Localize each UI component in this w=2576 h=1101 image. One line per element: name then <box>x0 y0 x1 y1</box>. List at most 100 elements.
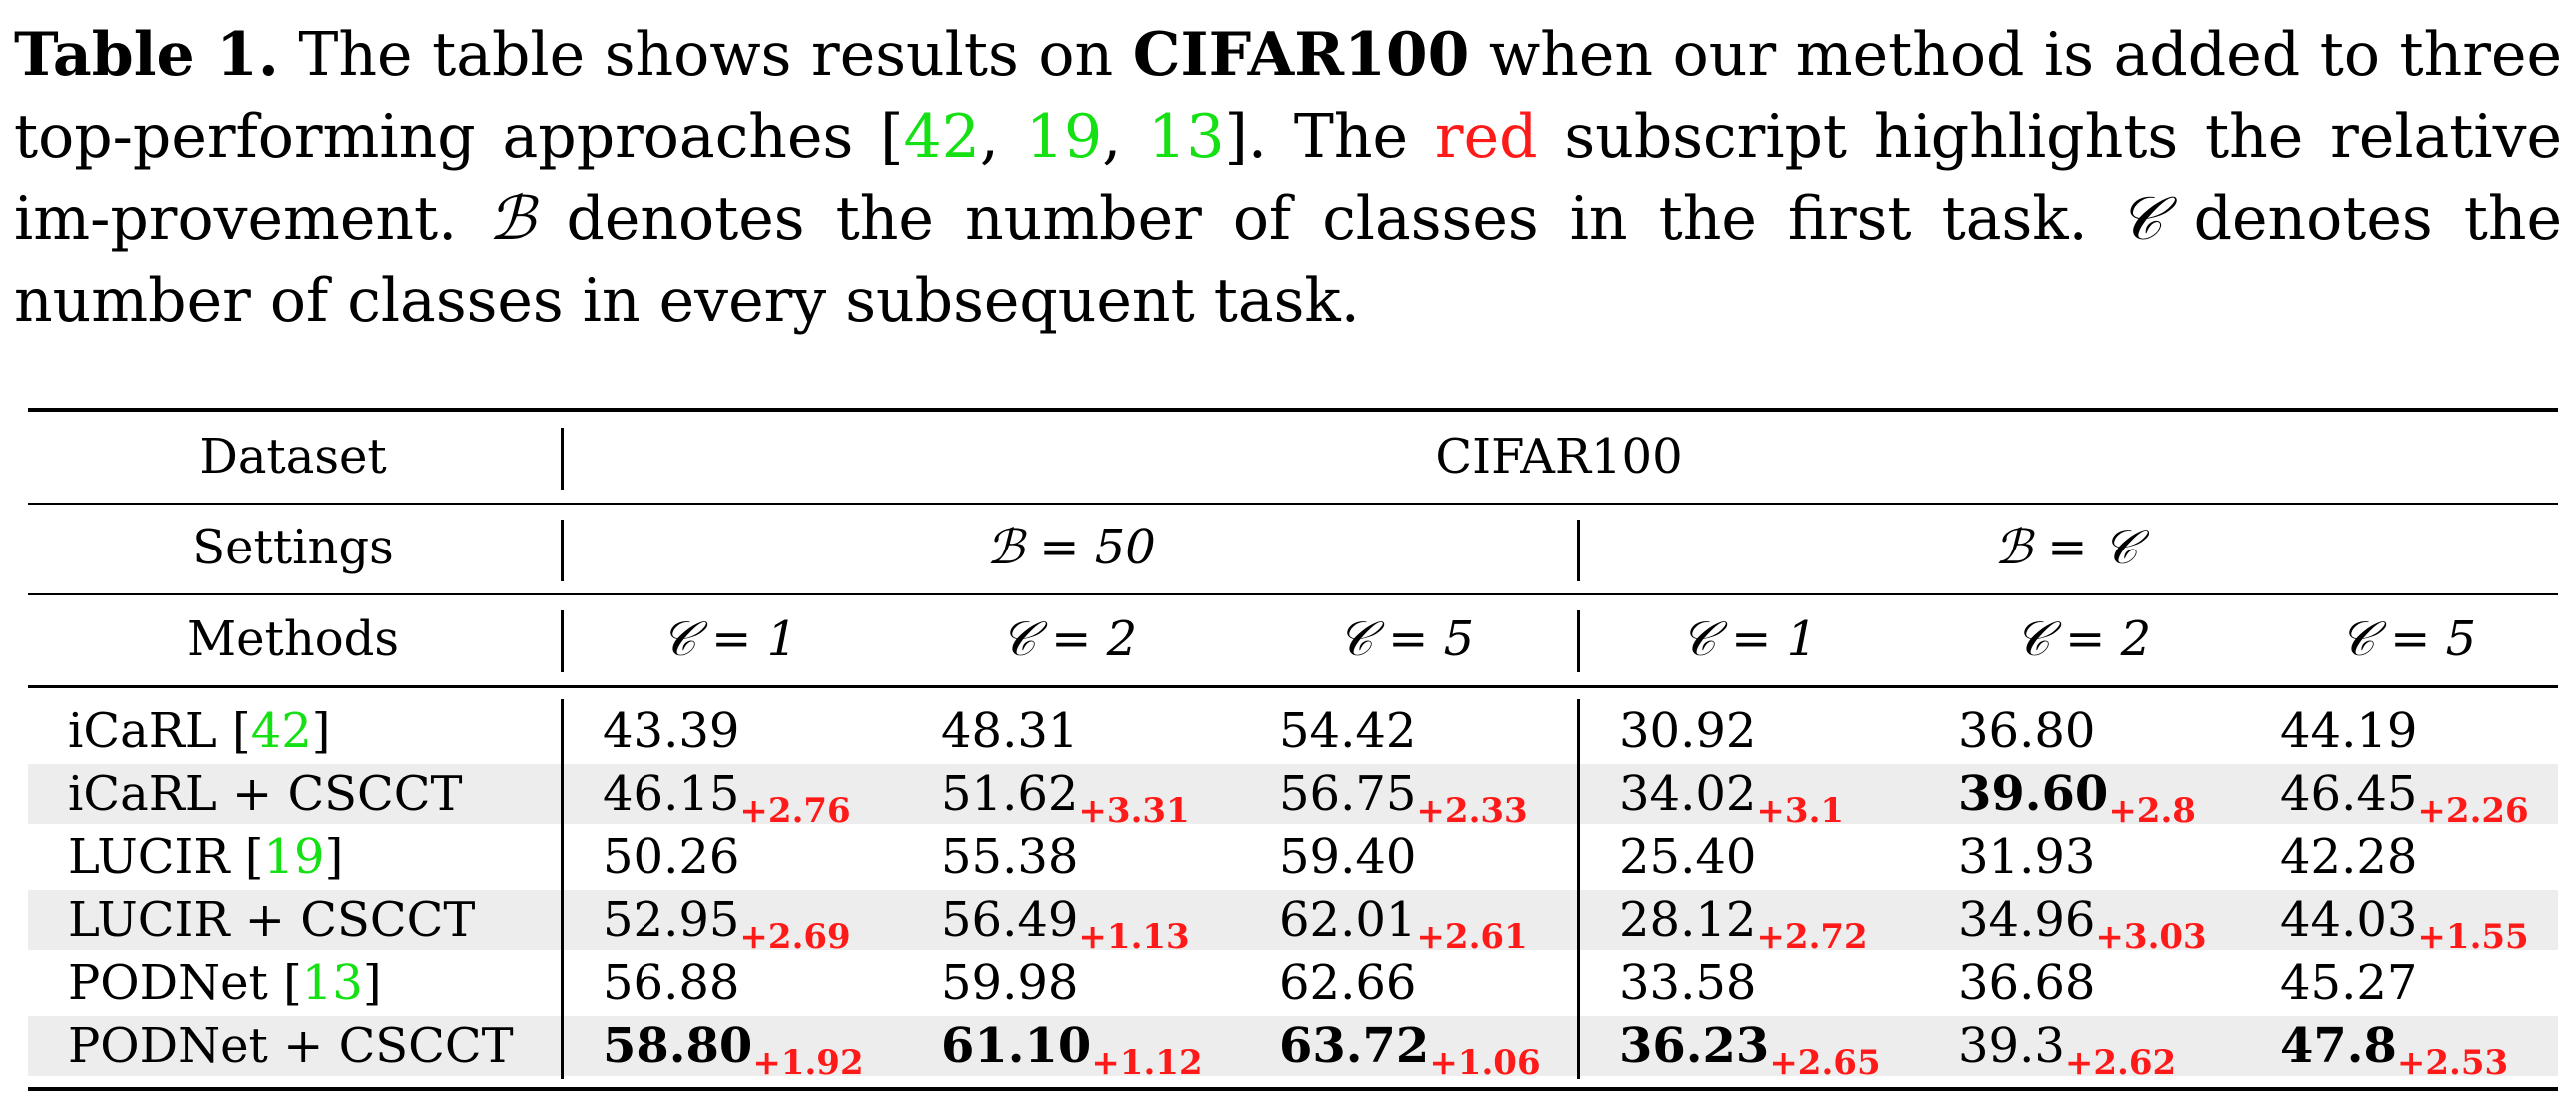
header-group-b50: ℬ = 50 <box>986 520 1156 575</box>
result-cell: 28.12+2.72 <box>1619 890 1868 957</box>
result-cell: 39.3+2.62 <box>1958 1016 2176 1083</box>
result-cell: 55.38 <box>941 827 1078 887</box>
accuracy-value: 33.58 <box>1619 955 1757 1011</box>
improvement-subscript: +1.55 <box>2417 917 2529 957</box>
result-cell: 54.42 <box>1279 701 1416 761</box>
result-cell: 59.98 <box>941 953 1078 1013</box>
citation-link[interactable]: 13 <box>301 955 363 1011</box>
caption-text: subscript highlights the relative im-pro… <box>14 102 2562 254</box>
improvement-subscript: +2.72 <box>1756 917 1868 957</box>
row-stripe <box>28 890 2558 950</box>
accuracy-value: 62.01 <box>1279 892 1417 948</box>
caption-text: , <box>979 102 1026 172</box>
accuracy-value: 28.12 <box>1619 892 1757 948</box>
result-cell: 46.15+2.76 <box>603 764 851 831</box>
table-caption: Table 1. The table shows results on CIFA… <box>14 14 2562 342</box>
method-label: LUCIR [ <box>68 829 264 885</box>
header-dataset-value: CIFAR100 <box>1435 429 1683 485</box>
header-col: 𝒞 = 2 <box>2014 611 2152 667</box>
result-cell: 44.03+1.55 <box>2280 890 2529 957</box>
row-stripe <box>28 1016 2558 1076</box>
accuracy-value: 59.98 <box>941 955 1079 1011</box>
method-label: LUCIR + CSCCT <box>68 892 476 948</box>
header-settings-label: Settings <box>192 520 394 575</box>
caption-text: ]. The <box>1224 102 1435 172</box>
accuracy-value: 44.03 <box>2280 892 2418 948</box>
column-separator <box>561 428 564 490</box>
accuracy-value: 52.95 <box>603 892 740 948</box>
accuracy-value: 56.49 <box>941 892 1079 948</box>
accuracy-value: 25.40 <box>1619 829 1757 885</box>
table-top-rule <box>28 408 2558 412</box>
result-cell: 56.75+2.33 <box>1279 764 1528 831</box>
table-rule <box>28 503 2558 505</box>
accuracy-value: 30.92 <box>1619 703 1757 759</box>
result-cell: 56.88 <box>603 953 739 1013</box>
improvement-subscript: +1.06 <box>1429 1043 1541 1083</box>
improvement-subscript: +1.13 <box>1078 917 1190 957</box>
result-cell: 36.23+2.65 <box>1619 1016 1881 1083</box>
result-cell: 30.92 <box>1619 701 1756 761</box>
method-label: PODNet [ <box>68 955 302 1011</box>
improvement-subscript: +2.53 <box>2396 1043 2509 1083</box>
result-cell: 33.58 <box>1619 953 1756 1013</box>
improvement-subscript: +1.12 <box>1091 1043 1203 1083</box>
improvement-subscript: +2.69 <box>739 917 851 957</box>
header-col: 𝒞 = 5 <box>1337 611 1475 667</box>
caption-red-word: red <box>1434 102 1538 172</box>
result-cell: 47.8+2.53 <box>2280 1016 2509 1083</box>
result-cell: 48.31 <box>941 701 1078 761</box>
table-rule <box>28 593 2558 595</box>
improvement-subscript: +1.92 <box>752 1043 864 1083</box>
accuracy-value: 46.15 <box>603 766 740 822</box>
method-name: PODNet + CSCCT <box>68 1016 514 1076</box>
result-cell: 44.19 <box>2280 701 2417 761</box>
caption-text: denotes the number of classes in every s… <box>14 184 2562 336</box>
accuracy-value: 44.19 <box>2280 703 2418 759</box>
result-cell: 61.10+1.12 <box>941 1016 1203 1083</box>
accuracy-value: 34.02 <box>1619 766 1757 822</box>
column-separator <box>1577 610 1580 672</box>
result-cell: 46.45+2.26 <box>2280 764 2529 831</box>
accuracy-value: 63.72 <box>1279 1018 1430 1074</box>
citation-link[interactable]: 42 <box>903 102 980 172</box>
accuracy-value: 34.96 <box>1958 892 2096 948</box>
caption-text: , <box>1102 102 1149 172</box>
citation-link[interactable]: 19 <box>1025 102 1103 172</box>
method-label: iCaRL [ <box>68 703 251 759</box>
citation-link[interactable]: 19 <box>263 829 325 885</box>
caption-dataset: CIFAR100 <box>1132 20 1470 90</box>
method-name: LUCIR + CSCCT <box>68 890 475 950</box>
accuracy-value: 45.27 <box>2280 955 2418 1011</box>
header-col: 𝒞 = 5 <box>2339 611 2477 667</box>
accuracy-value: 58.80 <box>603 1018 753 1074</box>
caption-text: when our method is added to three top-pe… <box>14 20 2562 172</box>
table-rule <box>28 685 2558 688</box>
method-label: ] <box>362 955 382 1011</box>
method-label: PODNet + CSCCT <box>68 1018 514 1074</box>
caption-math-b: ℬ <box>488 184 536 254</box>
caption-math-c: 𝒞 <box>2118 184 2163 254</box>
citation-link[interactable]: 13 <box>1148 102 1225 172</box>
header-methods-label: Methods <box>186 611 400 667</box>
citation-link[interactable]: 42 <box>250 703 312 759</box>
result-cell: 62.01+2.61 <box>1279 890 1528 957</box>
result-cell: 51.62+3.31 <box>941 764 1190 831</box>
result-cell: 34.02+3.1 <box>1619 764 1844 831</box>
improvement-subscript: +2.8 <box>2108 791 2196 831</box>
result-cell: 25.40 <box>1619 827 1756 887</box>
method-name: PODNet [13] <box>68 953 382 1013</box>
accuracy-value: 55.38 <box>941 829 1079 885</box>
improvement-subscript: +2.76 <box>739 791 851 831</box>
accuracy-value: 51.62 <box>941 766 1079 822</box>
improvement-subscript: +3.03 <box>2095 917 2207 957</box>
result-cell: 43.39 <box>603 701 739 761</box>
result-cell: 34.96+3.03 <box>1958 890 2207 957</box>
improvement-subscript: +2.33 <box>1416 791 1528 831</box>
accuracy-value: 54.42 <box>1279 703 1417 759</box>
method-name: LUCIR [19] <box>68 827 343 887</box>
header-col: 𝒞 = 1 <box>1680 611 1818 667</box>
improvement-subscript: +2.26 <box>2417 791 2529 831</box>
method-name: iCaRL [42] <box>68 701 331 761</box>
result-cell: 36.80 <box>1958 701 2095 761</box>
